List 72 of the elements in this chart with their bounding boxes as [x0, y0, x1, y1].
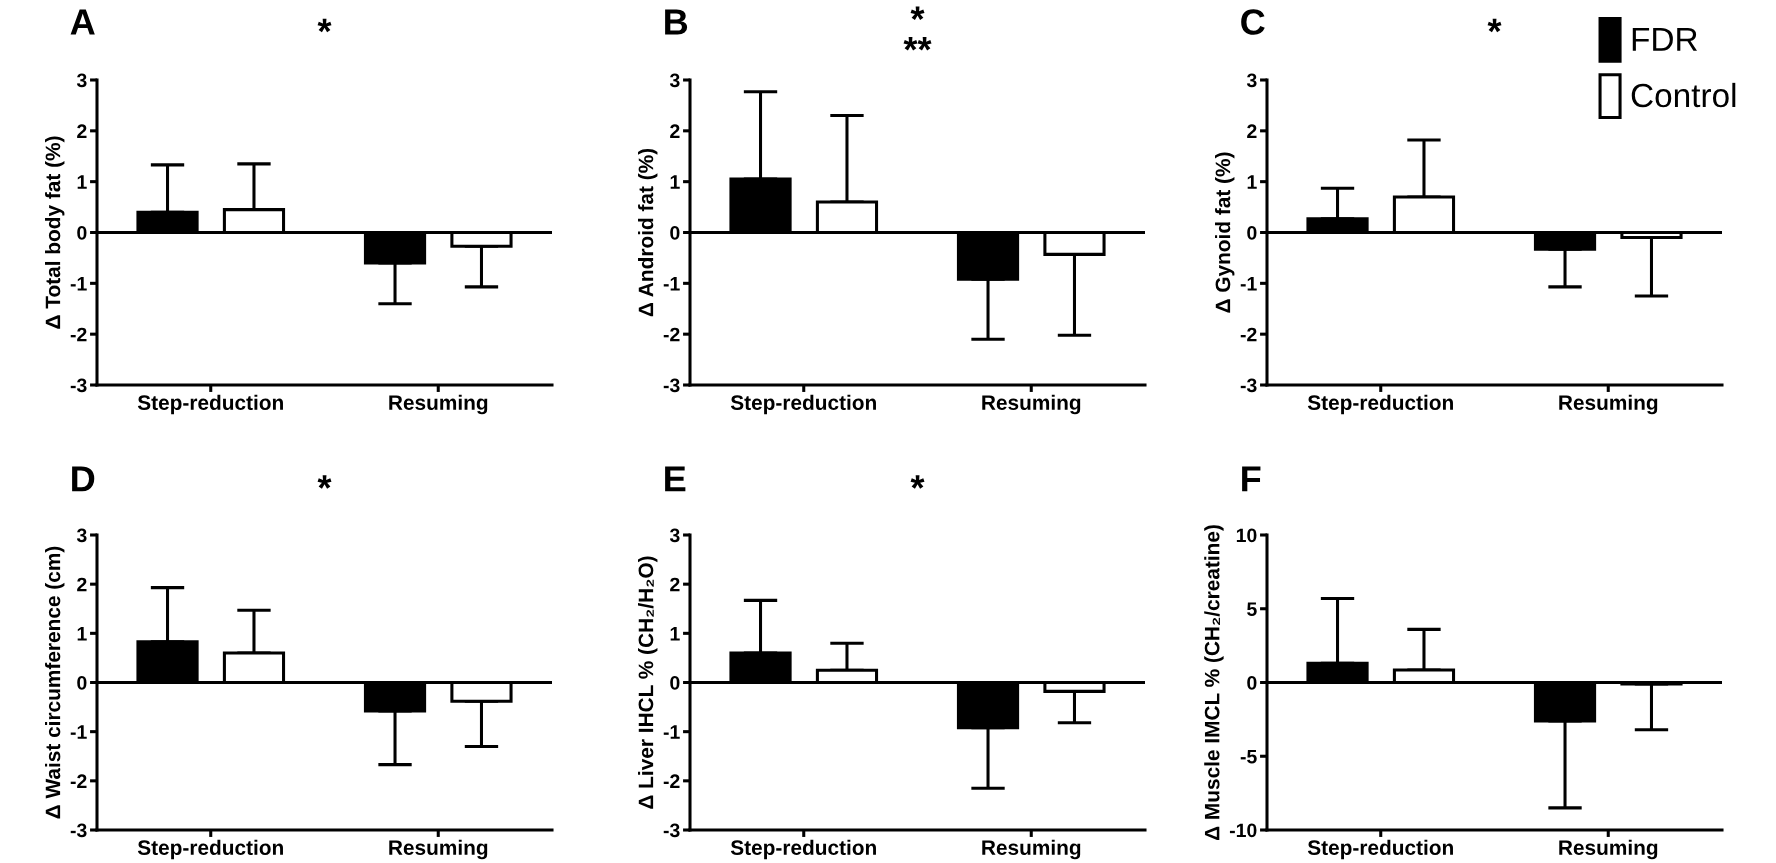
y-tick-label: -1 [1240, 277, 1257, 291]
y-tick-label: -5 [1240, 749, 1257, 764]
y-tick-label: -1 [70, 725, 87, 739]
text: * [910, 475, 925, 489]
x-tick-label: Resuming [1559, 394, 1658, 415]
x-tick-label: Step-reduction [1307, 839, 1453, 860]
y-axis-title: Δ Total body fat (%) [45, 136, 65, 329]
y-tick-label: -10 [1229, 823, 1257, 838]
y-tick-label: 0 [670, 675, 680, 690]
chart-title: E [665, 466, 686, 492]
y-tick-label: 3 [76, 528, 87, 543]
y-tick-label: 1 [670, 627, 680, 641]
y-tick-label: 1 [77, 627, 87, 641]
y-tick-label: -2 [663, 774, 680, 788]
y-tick-label: 2 [670, 577, 680, 592]
x-tick-label: Resuming [982, 839, 1081, 860]
x-tick-label: Step-reduction [1307, 394, 1453, 415]
chart-title: F [1242, 466, 1261, 492]
y-tick-label: 0 [77, 225, 87, 240]
y-tick-label: 0 [1247, 675, 1257, 690]
y-tick-label: 3 [669, 528, 680, 543]
y-tick-label: 3 [1246, 73, 1257, 88]
y-tick-label: -3 [70, 823, 87, 838]
text: * [317, 475, 332, 489]
y-axis-title: Δ Muscle IMCL % (CH₂/creatine) [1204, 525, 1224, 841]
y-tick-label: 1 [77, 175, 87, 189]
x-tick-label: Step-reduction [730, 394, 876, 415]
y-tick-label: 2 [1247, 124, 1257, 138]
y-tick-label: 1 [670, 175, 680, 189]
text: * [1487, 18, 1502, 33]
y-tick-label: 2 [77, 577, 87, 592]
text: ** [903, 37, 932, 51]
y-tick-label: 3 [76, 73, 87, 88]
x-tick-label: Step-reduction [137, 839, 283, 860]
chart-title: B [665, 9, 688, 35]
y-axis-title: Δ Gynoid fat (%) [1215, 152, 1235, 313]
text: * [317, 18, 332, 33]
y-tick-label: -3 [663, 378, 680, 393]
y-tick-label: -2 [70, 327, 87, 342]
legend-label: Control [1631, 82, 1736, 108]
y-tick-label: -3 [70, 378, 87, 393]
x-tick-label: Resuming [982, 394, 1081, 415]
x-tick-label: Resuming [389, 839, 488, 860]
text: * [910, 6, 925, 20]
y-tick-label: 3 [669, 73, 680, 88]
x-tick-label: Resuming [389, 394, 488, 415]
y-tick-label: 5 [1247, 602, 1257, 616]
x-tick-label: Step-reduction [137, 394, 283, 415]
chart-title: D [72, 466, 95, 492]
legend-label: FDR [1632, 27, 1698, 51]
y-tick-label: -1 [70, 277, 87, 291]
y-axis-title: Δ Liver IHCL % (CH₂/H₂O) [638, 556, 658, 809]
y-tick-label: 2 [77, 124, 87, 138]
chart-title: C [1241, 9, 1265, 35]
y-tick-label: -3 [1240, 378, 1257, 393]
y-tick-label: -2 [663, 327, 680, 342]
x-tick-label: Resuming [1559, 839, 1658, 860]
chart-title: A [70, 9, 95, 35]
y-axis-title: Δ Waist circumference (cm) [45, 546, 65, 819]
y-axis-title: Δ Android fat (%) [638, 148, 658, 317]
y-tick-label: 10 [1236, 528, 1257, 543]
y-tick-label: 1 [1247, 175, 1257, 189]
y-tick-label: -2 [70, 774, 87, 788]
y-tick-label: 0 [670, 225, 680, 240]
y-tick-label: 0 [1247, 225, 1257, 240]
y-tick-label: -1 [663, 277, 680, 291]
y-tick-label: 2 [670, 124, 680, 138]
y-tick-label: 0 [77, 675, 87, 690]
x-tick-label: Step-reduction [730, 839, 876, 860]
y-tick-label: -3 [663, 823, 680, 838]
y-tick-label: -1 [663, 725, 680, 739]
y-tick-label: -2 [1240, 327, 1257, 342]
